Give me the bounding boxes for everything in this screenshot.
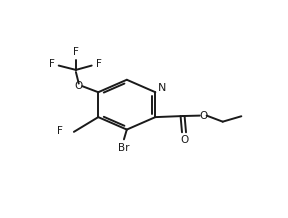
Text: Br: Br [118,143,130,153]
Text: O: O [180,135,188,145]
Text: F: F [73,47,79,57]
Text: F: F [49,60,54,70]
Text: F: F [57,126,63,136]
Text: N: N [158,83,166,93]
Text: O: O [75,81,83,91]
Text: O: O [199,111,207,121]
Text: F: F [96,60,102,70]
